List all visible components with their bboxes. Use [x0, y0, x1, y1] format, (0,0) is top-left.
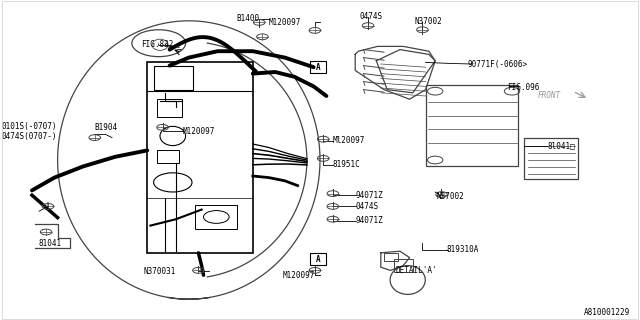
Text: M120097: M120097: [269, 18, 301, 27]
Text: N370031: N370031: [143, 267, 176, 276]
Text: DETAIL'A': DETAIL'A': [396, 266, 437, 275]
Bar: [384, 253, 398, 261]
Bar: [426, 85, 518, 166]
Text: A: A: [316, 63, 321, 72]
Bar: [310, 61, 326, 73]
Text: 0474S(0707-): 0474S(0707-): [2, 132, 58, 141]
Text: 94071Z: 94071Z: [356, 191, 383, 200]
Text: A810001229: A810001229: [584, 308, 630, 317]
Bar: [157, 99, 182, 117]
Text: A: A: [316, 255, 321, 264]
Text: 0474S: 0474S: [356, 202, 379, 211]
Text: N37002: N37002: [436, 192, 464, 201]
Bar: [147, 62, 253, 253]
Text: 81951C: 81951C: [332, 160, 360, 169]
Bar: [310, 253, 326, 265]
Text: 81041: 81041: [38, 239, 61, 248]
Bar: [195, 205, 237, 229]
Text: B1904: B1904: [95, 124, 118, 132]
Bar: [157, 150, 179, 163]
Text: 0474S: 0474S: [360, 12, 383, 21]
Text: N37002: N37002: [415, 17, 442, 26]
Text: FRONT: FRONT: [538, 92, 561, 100]
Bar: [524, 138, 578, 179]
Text: 8l041□: 8l041□: [547, 141, 575, 150]
Text: M120097: M120097: [282, 271, 315, 280]
Bar: [394, 259, 413, 272]
Text: 90771F(-0606>: 90771F(-0606>: [467, 60, 527, 68]
Bar: [154, 66, 193, 90]
Text: FIG.096: FIG.096: [507, 84, 540, 92]
Text: B1400: B1400: [237, 14, 260, 23]
Text: 819310A: 819310A: [447, 245, 479, 254]
Text: M120097: M120097: [183, 127, 216, 136]
Text: 94071Z: 94071Z: [356, 216, 383, 225]
Text: Ml20097: Ml20097: [332, 136, 365, 145]
Text: FIG.832: FIG.832: [141, 40, 173, 49]
Text: 0101S(-0707): 0101S(-0707): [2, 122, 58, 131]
